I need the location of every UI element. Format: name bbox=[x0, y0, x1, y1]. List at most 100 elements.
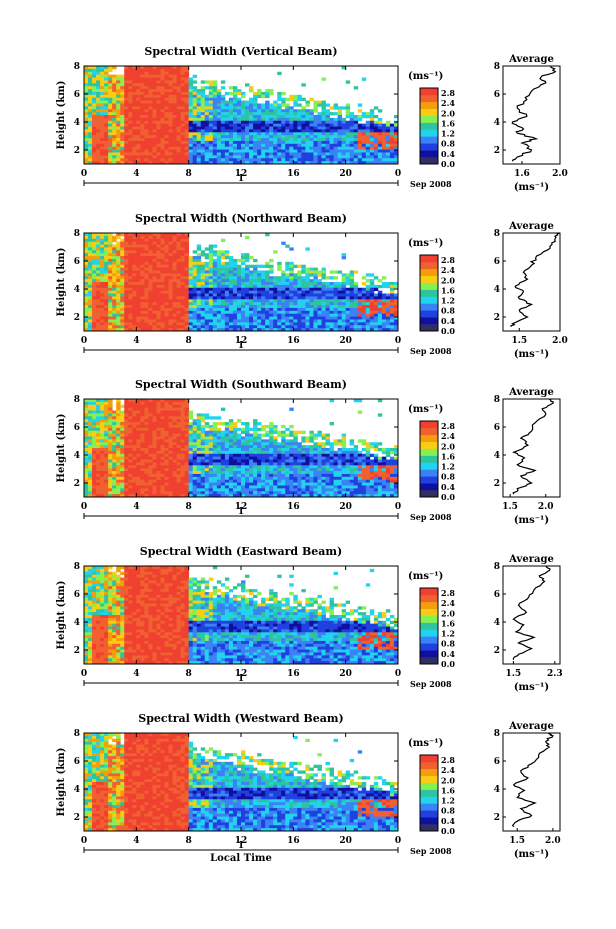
average-x-tick-label: 2.3 bbox=[547, 669, 563, 679]
colorbar-segment bbox=[420, 129, 438, 137]
day-label: 1 bbox=[238, 841, 244, 851]
colorbar-segment bbox=[420, 427, 438, 436]
colorbar-frame bbox=[419, 420, 439, 498]
colorbar-segment bbox=[420, 122, 438, 130]
heatmap-cells bbox=[84, 733, 399, 832]
colorbar-tick-label: 2.4 bbox=[441, 431, 455, 441]
y-axis-label: Height (km) bbox=[56, 581, 67, 650]
x-tick-label: 16 bbox=[287, 669, 300, 679]
average-y-tick-label: 2 bbox=[494, 646, 500, 656]
colorbar-segment bbox=[420, 775, 438, 783]
y-tick-label: 8 bbox=[74, 62, 80, 72]
colorbar-tick-label: 2.8 bbox=[441, 255, 455, 265]
heatmap-cells bbox=[84, 566, 399, 665]
x-tick-label: 20 bbox=[339, 669, 352, 679]
colorbar-units: (ms⁻¹) bbox=[408, 738, 443, 749]
colorbar-tick-label: 1.2 bbox=[441, 462, 455, 472]
y-tick-label: 6 bbox=[74, 757, 80, 767]
average-x-label: (ms⁻¹) bbox=[514, 182, 549, 193]
colorbar-tick-label: 2.8 bbox=[441, 88, 455, 98]
x-tick-label: 16 bbox=[287, 336, 300, 346]
y-tick-label: 2 bbox=[74, 146, 80, 156]
average-title: Average bbox=[508, 221, 554, 232]
colorbar-tick-label: 2.4 bbox=[441, 265, 455, 275]
colorbar-tick-label: 0.4 bbox=[441, 816, 455, 826]
colorbar-units: (ms⁻¹) bbox=[408, 571, 443, 582]
colorbar-segment bbox=[420, 636, 438, 644]
average-y-tick-label: 8 bbox=[494, 562, 500, 572]
x-tick-label: 0 bbox=[395, 669, 401, 679]
colorbar-segment bbox=[420, 255, 438, 263]
date-label: Sep 2008 bbox=[410, 846, 452, 856]
average-y-tick-label: 4 bbox=[494, 118, 500, 128]
panel-1: Spectral Width (Vertical Beam) 2 4 6 8 Height… bbox=[56, 45, 568, 193]
y-tick-label: 8 bbox=[74, 562, 80, 572]
average-title: Average bbox=[508, 387, 554, 398]
x-tick-label: 8 bbox=[186, 502, 192, 512]
colorbar-segment bbox=[420, 455, 438, 463]
colorbar-segment bbox=[420, 615, 438, 623]
colorbar-segment bbox=[420, 796, 438, 804]
x-tick-label: 0 bbox=[395, 336, 401, 346]
average-x-tick-label: 2.0 bbox=[552, 169, 568, 179]
colorbar-tick-label: 0.8 bbox=[441, 806, 455, 816]
average-x-tick-label: 1.5 bbox=[506, 669, 522, 679]
y-tick-label: 2 bbox=[74, 813, 80, 823]
average-y-tick-label: 8 bbox=[494, 729, 500, 739]
colorbar-tick-label: 0.0 bbox=[441, 326, 455, 336]
day-label: 1 bbox=[238, 674, 244, 684]
colorbar-frame bbox=[419, 754, 439, 832]
colorbar-segment bbox=[420, 303, 438, 311]
colorbar-tick-label: 2.8 bbox=[441, 588, 455, 598]
x-tick-label: 16 bbox=[287, 169, 300, 179]
colorbar-tick-label: 0.8 bbox=[441, 472, 455, 482]
colorbar-frame bbox=[419, 87, 439, 165]
colorbar-segment bbox=[420, 629, 438, 637]
x-tick-label: 0 bbox=[81, 336, 87, 346]
x-tick-label: 0 bbox=[81, 836, 87, 846]
colorbar-segment bbox=[420, 441, 438, 449]
colorbar-tick-label: 0.8 bbox=[441, 139, 455, 149]
panel-title: Spectral Width (Vertical Beam) bbox=[144, 45, 337, 58]
average-y-tick-label: 8 bbox=[494, 395, 500, 405]
panel-4: Spectral Width (Eastward Beam) 2 4 6 8 Height… bbox=[56, 545, 563, 693]
x-tick-label: 0 bbox=[395, 502, 401, 512]
colorbar-segment bbox=[420, 803, 438, 811]
average-y-tick-label: 8 bbox=[494, 229, 500, 239]
colorbar-segment bbox=[420, 476, 438, 484]
colorbar-segment bbox=[420, 761, 438, 770]
average-y-tick-label: 4 bbox=[494, 618, 500, 628]
colorbar-tick-label: 0.4 bbox=[441, 149, 455, 159]
x-tick-label: 4 bbox=[133, 669, 139, 679]
colorbar-tick-label: 0.4 bbox=[441, 316, 455, 326]
colorbar-segment bbox=[420, 810, 438, 818]
colorbar-segment bbox=[420, 469, 438, 477]
colorbar-tick-label: 2.0 bbox=[441, 775, 455, 785]
colorbar-segment bbox=[420, 115, 438, 123]
colorbar-frame bbox=[419, 254, 439, 332]
y-tick-label: 4 bbox=[74, 285, 80, 295]
y-tick-label: 2 bbox=[74, 479, 80, 489]
colorbar-segment bbox=[420, 324, 438, 332]
panel-title: Spectral Width (Eastward Beam) bbox=[140, 545, 342, 558]
colorbar-segment bbox=[420, 143, 438, 151]
colorbar-tick-label: 1.2 bbox=[441, 629, 455, 639]
colorbar-segment bbox=[420, 768, 438, 777]
average-y-tick-label: 2 bbox=[494, 813, 500, 823]
colorbar-tick-label: 2.4 bbox=[441, 598, 455, 608]
colorbar-segment bbox=[420, 817, 438, 825]
x-tick-label: 8 bbox=[186, 836, 192, 846]
x-tick-label: 12 bbox=[235, 169, 248, 179]
x-tick-label: 0 bbox=[81, 502, 87, 512]
x-tick-label: 0 bbox=[395, 836, 401, 846]
panel-5: Spectral Width (Westward Beam) 2 4 6 8 Height… bbox=[56, 712, 561, 860]
average-profile-line bbox=[511, 732, 554, 828]
colorbar-tick-label: 0.8 bbox=[441, 639, 455, 649]
colorbar-segment bbox=[420, 108, 438, 116]
colorbar-segment bbox=[420, 434, 438, 443]
colorbar-segment bbox=[420, 782, 438, 790]
average-title: Average bbox=[508, 554, 554, 565]
average-profile-line bbox=[512, 565, 551, 660]
average-frame bbox=[502, 565, 561, 665]
